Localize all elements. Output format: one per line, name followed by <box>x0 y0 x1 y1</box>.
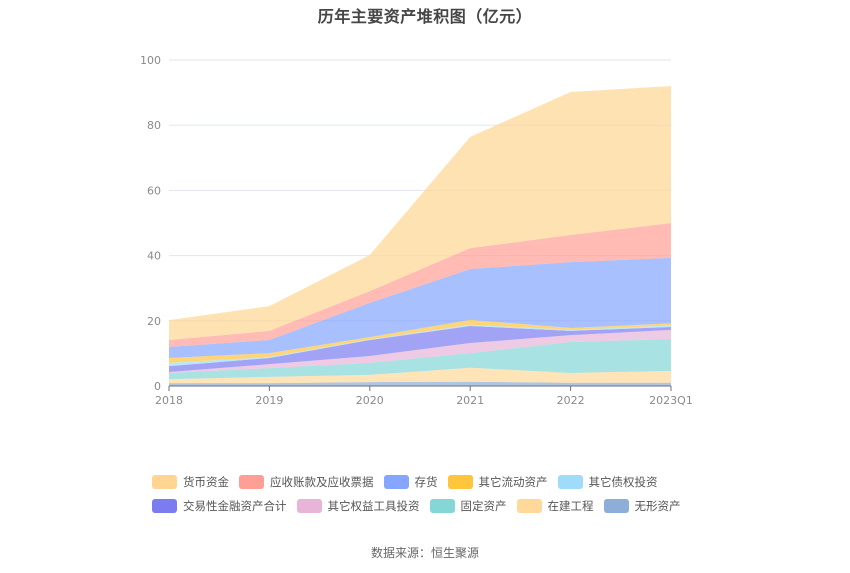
legend-item[interactable]: 在建工程 <box>516 498 594 514</box>
legend-label: 其它权益工具投资 <box>327 499 420 513</box>
legend-item[interactable]: 交易性金融资产合计 <box>152 498 287 514</box>
y-tick-label: 60 <box>147 184 161 197</box>
legend-label: 无形资产 <box>634 499 681 513</box>
chart-title: 历年主要资产堆积图（亿元） <box>317 7 533 26</box>
area-无形资产[interactable] <box>169 381 671 386</box>
y-tick-label: 100 <box>140 54 161 67</box>
legend-swatch <box>296 499 322 513</box>
x-axis: 2018 2019 2020 2021 2022 2023Q1 <box>155 385 693 407</box>
legend-label: 存货 <box>414 475 438 489</box>
legend-item[interactable]: 其它债权投资 <box>557 474 658 490</box>
y-tick-label: 0 <box>154 380 161 393</box>
y-tick-label: 40 <box>147 250 161 263</box>
legend-item[interactable]: 其它流动资产 <box>447 474 548 490</box>
legend-row: 货币资金 应收账款及应收票据 存货 其它流动资产 其它债权投资 <box>152 470 712 494</box>
legend-swatch <box>152 499 177 513</box>
area-交易性金融资产合计[interactable] <box>169 326 671 372</box>
legend-item[interactable]: 货币资金 <box>152 474 229 490</box>
area-货币资金[interactable] <box>169 86 671 341</box>
legend-swatch <box>557 475 583 489</box>
legend-swatch <box>603 499 629 513</box>
y-tick-label: 80 <box>147 119 161 132</box>
legend-swatch <box>447 475 473 489</box>
area-layers <box>169 86 671 386</box>
x-tick-label: 2023Q1 <box>649 394 693 407</box>
x-tick-label: 2022 <box>557 394 585 407</box>
legend-item[interactable]: 其它权益工具投资 <box>296 498 420 514</box>
x-tick-label: 2019 <box>255 394 283 407</box>
legend-label: 应收账款及应收票据 <box>270 475 374 489</box>
legend: 货币资金 应收账款及应收票据 存货 其它流动资产 其它债权投资 交易性金融资产合计 其它权… <box>152 470 712 518</box>
y-axis-ticks: 0 20 40 60 80 100 <box>140 54 161 393</box>
x-tick-label: 2021 <box>456 394 484 407</box>
x-tick-label: 2018 <box>155 394 183 407</box>
legend-label: 其它流动资产 <box>478 475 548 489</box>
legend-row: 交易性金融资产合计 其它权益工具投资 固定资产 在建工程 无形资产 <box>152 494 712 518</box>
legend-label: 固定资产 <box>460 499 507 513</box>
y-tick-label: 20 <box>147 315 161 328</box>
legend-item[interactable]: 固定资产 <box>429 498 507 514</box>
stacked-area-chart: 0 20 40 60 80 100 2018 2019 2020 2021 2022 2023Q1 <box>140 54 693 407</box>
area-存货[interactable] <box>169 257 671 358</box>
x-tick-label: 2020 <box>356 394 384 407</box>
legend-label: 货币资金 <box>183 475 229 489</box>
legend-item[interactable]: 无形资产 <box>603 498 681 514</box>
area-在建工程[interactable] <box>169 367 671 384</box>
area-其它债权投资[interactable] <box>169 324 671 367</box>
area-应收账款及应收票据[interactable] <box>169 223 671 347</box>
legend-label: 其它债权投资 <box>588 475 658 489</box>
legend-swatch <box>152 475 177 489</box>
area-固定资产[interactable] <box>169 339 671 380</box>
legend-item[interactable]: 存货 <box>383 474 438 490</box>
legend-swatch <box>429 499 455 513</box>
legend-item[interactable]: 应收账款及应收票据 <box>239 474 374 490</box>
legend-label: 交易性金融资产合计 <box>183 499 287 513</box>
legend-swatch <box>516 499 542 513</box>
area-其它权益工具投资[interactable] <box>169 329 671 373</box>
area-其它流动资产[interactable] <box>169 319 671 363</box>
data-source-note: 数据来源：恒生聚源 <box>370 546 479 560</box>
legend-swatch <box>383 475 409 489</box>
legend-label: 在建工程 <box>547 499 594 513</box>
legend-swatch <box>239 475 264 489</box>
